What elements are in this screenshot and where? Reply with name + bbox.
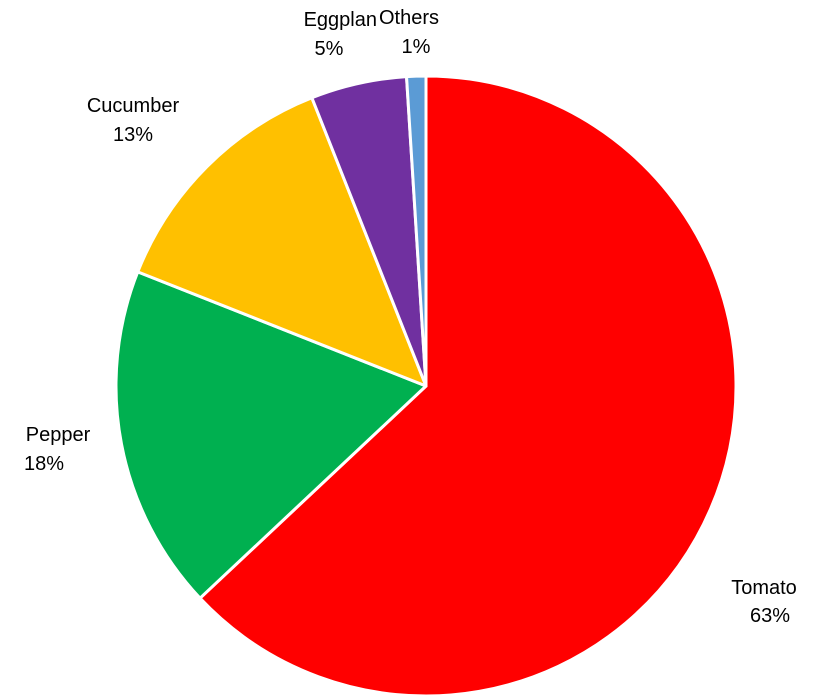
slice-label-percent-pepper: 18%	[24, 453, 64, 475]
slice-label-percent-eggplant: 5%	[315, 38, 344, 60]
slice-label-name-pepper: Pepper	[26, 424, 91, 446]
pie-slices	[114, 74, 738, 696]
slice-label-percent-others: 1%	[402, 36, 431, 58]
pie-slice-others	[405, 74, 428, 388]
slice-label-percent-cucumber: 13%	[113, 124, 153, 146]
slice-label-name-tomato: Tomato	[731, 577, 797, 599]
pie-slice-tomato	[198, 74, 738, 696]
pie-slice-cucumber	[136, 96, 428, 388]
pie-labels: Tomato 63% Pepper 18% Cucumber 13% Eggpl…	[24, 7, 797, 627]
slice-label-name-cucumber: Cucumber	[87, 95, 180, 117]
slice-label-name-others: Others	[379, 7, 439, 29]
slice-label-percent-tomato: 63%	[750, 605, 790, 627]
slice-label-name-eggplant: Eggplan	[304, 9, 377, 31]
pie-slice-pepper	[114, 270, 428, 600]
